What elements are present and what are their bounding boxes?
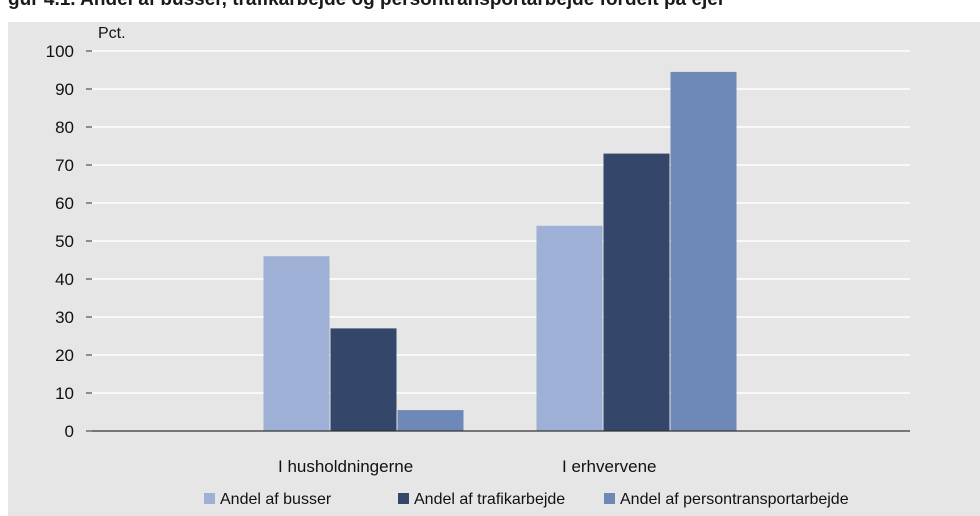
bars [263, 71, 737, 432]
legend-swatch [204, 493, 215, 504]
y-tick-label: 60 [55, 194, 74, 213]
legend: Andel af busser Andel af trafikarbejde And… [204, 491, 849, 508]
chart-panel [8, 22, 980, 516]
y-axis-ticks: 0 10 20 30 40 50 60 70 80 90 100 [46, 42, 92, 441]
y-tick-label: 80 [55, 118, 74, 137]
y-tick-label: 30 [55, 308, 74, 327]
y-tick-label: 70 [55, 156, 74, 175]
legend-label: Andel af persontransportarbejde [620, 491, 849, 508]
legend-label: Andel af busser [220, 491, 332, 508]
y-tick-label: 40 [55, 270, 74, 289]
x-category-label: I husholdningerne [278, 457, 413, 476]
chart-title-strip: gur 4.1. Andel af busser, trafikarbejde … [0, 0, 980, 22]
legend-label: Andel af trafikarbejde [414, 491, 565, 508]
y-tick-label: 10 [55, 384, 74, 403]
legend-swatch [398, 493, 409, 504]
y-tick-label: 100 [46, 42, 74, 61]
y-tick-label: 50 [55, 232, 74, 251]
y-axis-unit-label: Pct. [98, 25, 126, 42]
bar [397, 410, 464, 431]
bar [603, 153, 670, 431]
bar [670, 71, 737, 432]
gridlines [92, 50, 910, 394]
bar [330, 328, 397, 431]
chart-title: gur 4.1. Andel af busser, trafikarbejde … [8, 0, 725, 11]
x-axis-categories: I husholdningerne I erhvervene [278, 457, 657, 476]
legend-swatch [604, 493, 615, 504]
x-category-label: I erhvervene [562, 457, 657, 476]
y-tick-label: 0 [65, 422, 74, 441]
bar [263, 256, 330, 431]
y-tick-label: 90 [55, 80, 74, 99]
bar [536, 225, 603, 431]
y-tick-label: 20 [55, 346, 74, 365]
